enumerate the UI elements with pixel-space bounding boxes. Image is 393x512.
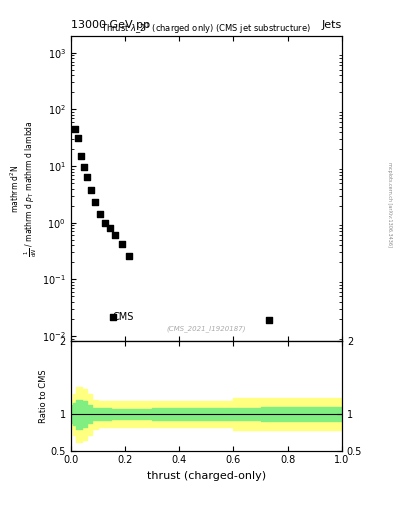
- Point: [107, 224, 113, 232]
- Point: [72, 125, 78, 133]
- Point: [81, 163, 87, 172]
- Point: [88, 186, 94, 194]
- Y-axis label: mathrm d$^2$N
$\frac{1}{\mathrm{d}N}$ / mathrm d $p_\mathrm{T}$ mathrm d lambda: mathrm d$^2$N $\frac{1}{\mathrm{d}N}$ / …: [9, 120, 39, 257]
- Point: [112, 231, 119, 240]
- Text: Jets: Jets: [321, 20, 342, 30]
- Text: (CMS_2021_I1920187): (CMS_2021_I1920187): [167, 326, 246, 332]
- Text: CMS: CMS: [113, 312, 134, 322]
- Text: mcplots.cern.ch [arXiv:1306.3436]: mcplots.cern.ch [arXiv:1306.3436]: [387, 162, 392, 247]
- Point: [266, 316, 272, 324]
- Point: [110, 312, 116, 321]
- Point: [92, 198, 98, 206]
- Y-axis label: Ratio to CMS: Ratio to CMS: [39, 369, 48, 423]
- Point: [84, 173, 90, 181]
- X-axis label: thrust (charged-only): thrust (charged-only): [147, 471, 266, 481]
- Title: Thrust $\lambda$_2$^1$ (charged only) (CMS jet substructure): Thrust $\lambda$_2$^1$ (charged only) (C…: [101, 22, 311, 36]
- Point: [126, 252, 132, 260]
- Point: [102, 219, 108, 227]
- Point: [77, 152, 84, 160]
- Point: [97, 209, 103, 218]
- Text: 13000 GeV pp: 13000 GeV pp: [71, 20, 150, 30]
- Point: [74, 134, 81, 142]
- Point: [119, 240, 125, 248]
